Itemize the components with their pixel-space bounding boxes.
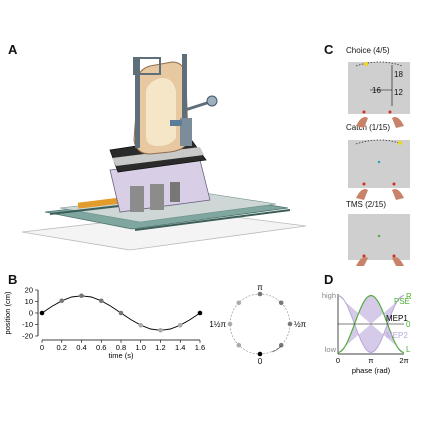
pse-line xyxy=(337,294,405,354)
phase-point xyxy=(236,300,242,306)
dim-right: 12 xyxy=(394,88,403,97)
r-label: R xyxy=(406,292,412,301)
phase-point xyxy=(257,351,263,357)
pse-label: PSE xyxy=(394,297,410,306)
y-tick-label: 20 xyxy=(25,286,33,295)
panel-label-d: D xyxy=(324,272,334,287)
trajectory-marker xyxy=(158,327,163,333)
trajectory-marker xyxy=(197,310,203,316)
x-tick-label: 0 xyxy=(336,356,340,365)
screen-catch xyxy=(348,140,410,188)
screen-title-choice: Choice (4/5) xyxy=(346,46,390,55)
phase-point xyxy=(236,342,242,348)
screen-choice xyxy=(348,62,410,114)
screen-title-tms: TMS (2/15) xyxy=(346,200,387,209)
x-axis-label: phase (rad) xyxy=(352,366,391,375)
direction-arrow xyxy=(271,345,282,353)
phase-point xyxy=(278,342,284,348)
x-tick-label: 0.2 xyxy=(57,343,67,352)
phase-label-top: π xyxy=(257,283,263,292)
mep1-label: MEP1 xyxy=(386,314,408,323)
y-tick-label: 0 xyxy=(29,309,33,318)
x-tick-label: 1.0 xyxy=(136,343,146,352)
phase-chart: high low PSE MEP1 MEP2 R 0 L 0 π 2π phase (rad) xyxy=(322,291,412,375)
apparatus-illustration xyxy=(21,54,307,251)
y-axis-label: position (cm) xyxy=(3,291,12,334)
x-tick-label: 1.2 xyxy=(155,343,165,352)
low-label: low xyxy=(325,345,337,354)
y-tick-label: -20 xyxy=(22,332,33,341)
l-label: L xyxy=(406,345,411,354)
phase-point xyxy=(257,291,263,297)
x-tick-label: 0.6 xyxy=(96,343,106,352)
x-axis-label: time (s) xyxy=(109,351,135,360)
phase-label-bottom: 0 xyxy=(258,357,263,366)
x-tick-label: 0.4 xyxy=(76,343,86,352)
y-tick-label: 10 xyxy=(25,297,33,306)
trajectory-marker xyxy=(138,322,144,328)
trajectory-marker xyxy=(118,310,124,316)
phase-circle: π ½π 1½π 0 xyxy=(209,283,307,366)
phase-label-right: ½π xyxy=(294,320,307,329)
screen-title-catch: Catch (1/15) xyxy=(346,123,391,132)
x-tick-label: 0 xyxy=(40,343,44,352)
panel-label-c: C xyxy=(324,42,334,57)
phase-point xyxy=(278,300,284,306)
phase-point xyxy=(287,321,293,327)
x-tick-label: 0.8 xyxy=(116,343,126,352)
trajectory-marker xyxy=(59,298,65,304)
panel-label-a: A xyxy=(8,42,18,57)
mep2-label: MEP2 xyxy=(386,331,408,340)
trajectory-marker xyxy=(39,310,45,316)
x-tick-label: 2π xyxy=(399,356,408,365)
x-tick-label: π xyxy=(368,356,373,365)
mep2-line xyxy=(337,295,405,354)
trajectory-marker xyxy=(98,298,104,304)
dim-vertical: 18 xyxy=(394,70,403,79)
trajectory-marker xyxy=(79,293,84,299)
panel-label-b: B xyxy=(8,272,18,287)
trajectory-marker xyxy=(177,322,183,328)
x-tick-label: 1.6 xyxy=(195,343,205,352)
dim-left: 16 xyxy=(372,86,381,95)
zero-label: 0 xyxy=(406,320,411,329)
y-tick-label: -10 xyxy=(22,320,33,329)
task-screens xyxy=(348,61,410,266)
phase-label-left: 1½π xyxy=(209,320,226,329)
high-label: high xyxy=(322,291,336,300)
position-chart: 0 0.2 0.4 0.6 0.8 1.0 1.2 1.4 1.6 -20 -10 0 10 20 time… xyxy=(3,286,205,361)
phase-point xyxy=(227,321,233,327)
x-tick-label: 1.4 xyxy=(175,343,185,352)
